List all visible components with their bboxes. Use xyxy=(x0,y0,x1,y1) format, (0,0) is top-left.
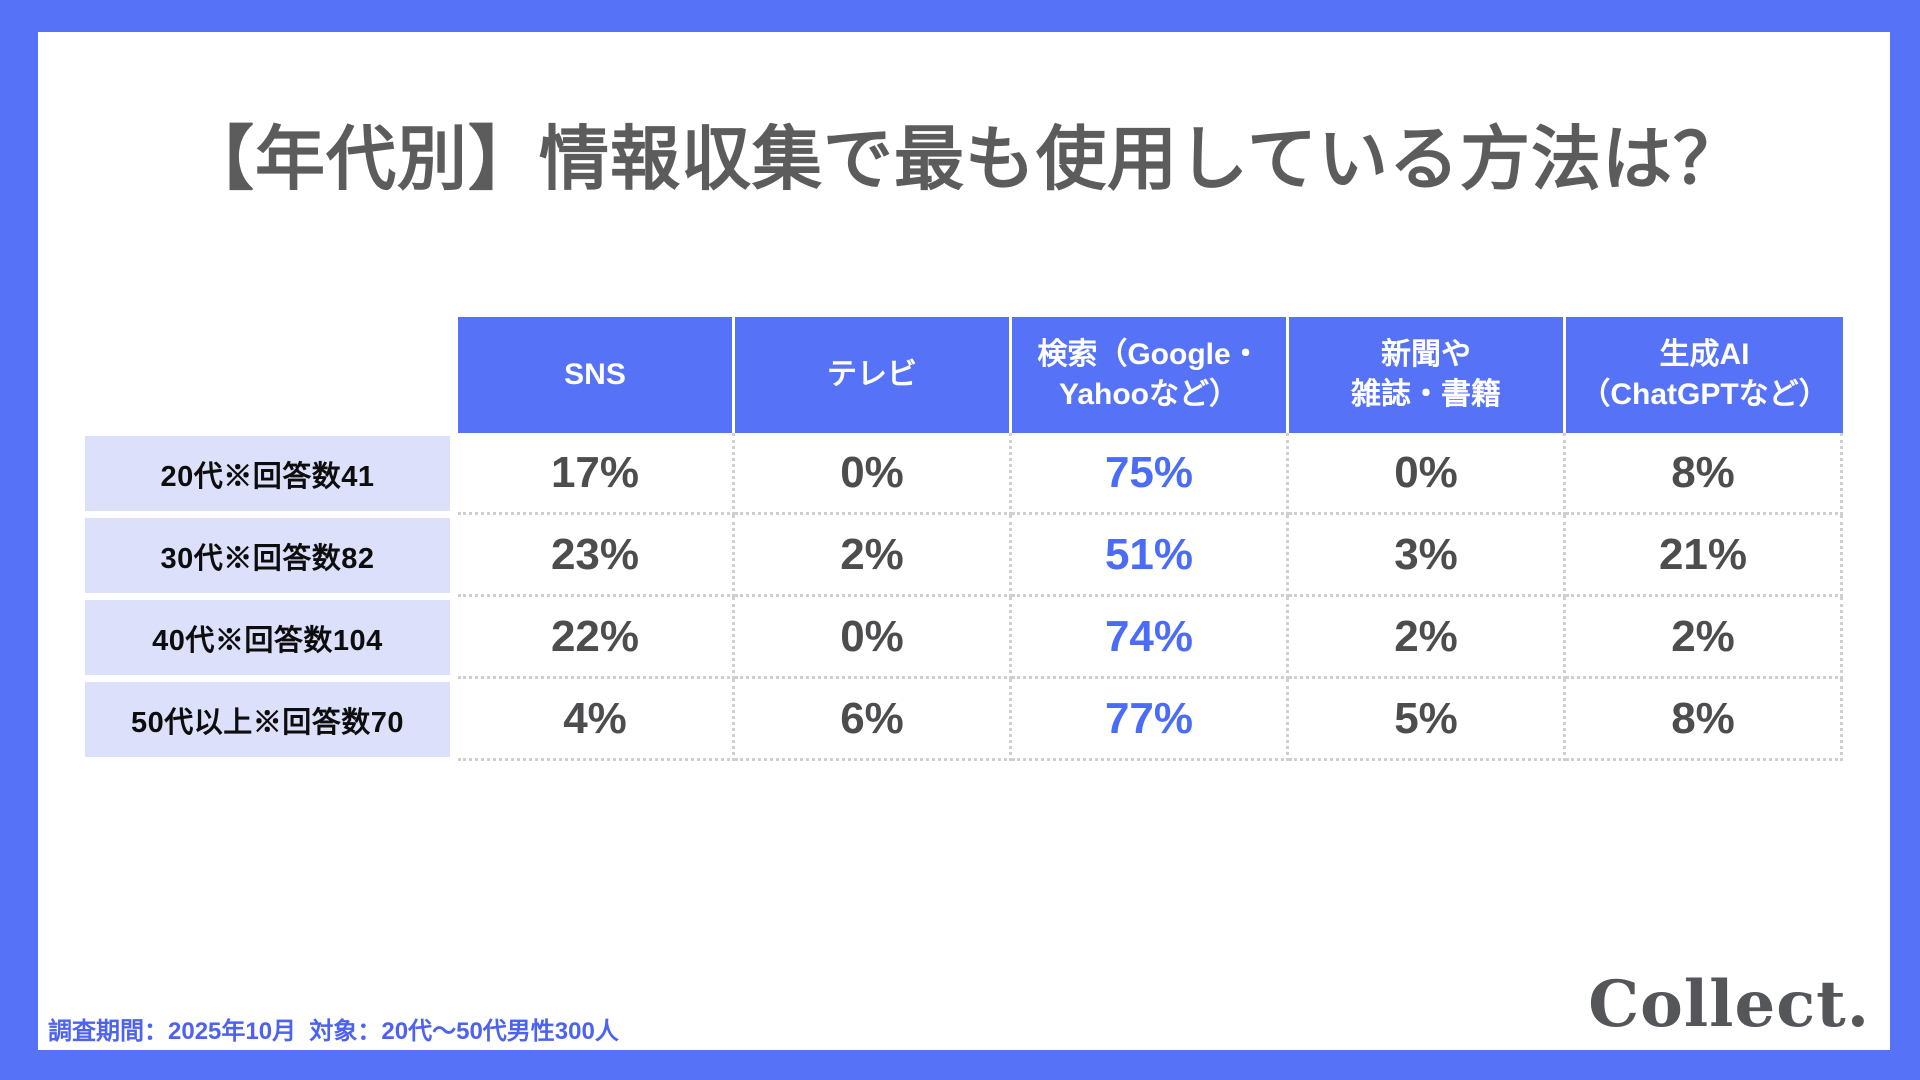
table-cell-highlight: 77% xyxy=(1012,679,1289,761)
table-corner-spacer xyxy=(85,317,458,433)
table-cell: 21% xyxy=(1566,515,1843,597)
table-row: 50代以上※回答数70 4% 6% 77% 5% 8% xyxy=(85,679,1843,761)
collect-logo: Collect. xyxy=(1588,967,1870,1042)
table-cell: 23% xyxy=(458,515,735,597)
table-cell: 4% xyxy=(458,679,735,761)
table-row: 30代※回答数82 23% 2% 51% 3% 21% xyxy=(85,515,1843,597)
table-cell-highlight: 75% xyxy=(1012,433,1289,515)
table-cell: 3% xyxy=(1289,515,1566,597)
table-row: 40代※回答数104 22% 0% 74% 2% 2% xyxy=(85,597,1843,679)
column-header-genai: 生成AI （ChatGPTなど） xyxy=(1566,317,1843,433)
table-cell: 8% xyxy=(1566,433,1843,515)
page-title: 【年代別】情報収集で最も使用している方法は？ xyxy=(184,120,1744,198)
table-cell-highlight: 51% xyxy=(1012,515,1289,597)
table-cell: 0% xyxy=(735,433,1012,515)
table-cell: 0% xyxy=(1289,433,1566,515)
survey-period-note: 調査期間：2025年10月 対象：20代〜50代男性300人 xyxy=(48,1018,619,1045)
row-label-text: 30代※回答数82 xyxy=(85,518,450,593)
table-cell: 5% xyxy=(1289,679,1566,761)
table-cell: 2% xyxy=(735,515,1012,597)
table-cell: 8% xyxy=(1566,679,1843,761)
table-header-row: SNS テレビ 検索（Google・ Yahooなど） 新聞や 雑誌・書籍 生成… xyxy=(85,317,1843,433)
column-header-sns: SNS xyxy=(458,317,735,433)
row-label-text: 40代※回答数104 xyxy=(85,600,450,675)
survey-table: SNS テレビ 検索（Google・ Yahooなど） 新聞や 雑誌・書籍 生成… xyxy=(85,317,1843,761)
table-cell: 22% xyxy=(458,597,735,679)
table-cell: 2% xyxy=(1566,597,1843,679)
table-cell: 17% xyxy=(458,433,735,515)
row-label-text: 50代以上※回答数70 xyxy=(85,682,450,757)
row-label: 50代以上※回答数70 xyxy=(85,679,458,761)
content-area: 【年代別】情報収集で最も使用している方法は？ SNS テレビ 検索（Google… xyxy=(38,32,1890,1050)
table-cell: 0% xyxy=(735,597,1012,679)
row-label: 20代※回答数41 xyxy=(85,433,458,515)
column-header-search: 検索（Google・ Yahooなど） xyxy=(1012,317,1289,433)
row-label-text: 20代※回答数41 xyxy=(85,436,450,511)
row-label: 30代※回答数82 xyxy=(85,515,458,597)
table-cell-highlight: 74% xyxy=(1012,597,1289,679)
row-label: 40代※回答数104 xyxy=(85,597,458,679)
column-header-print: 新聞や 雑誌・書籍 xyxy=(1289,317,1566,433)
table-cell: 2% xyxy=(1289,597,1566,679)
table-cell: 6% xyxy=(735,679,1012,761)
column-header-tv: テレビ xyxy=(735,317,1012,433)
table-row: 20代※回答数41 17% 0% 75% 0% 8% xyxy=(85,433,1843,515)
